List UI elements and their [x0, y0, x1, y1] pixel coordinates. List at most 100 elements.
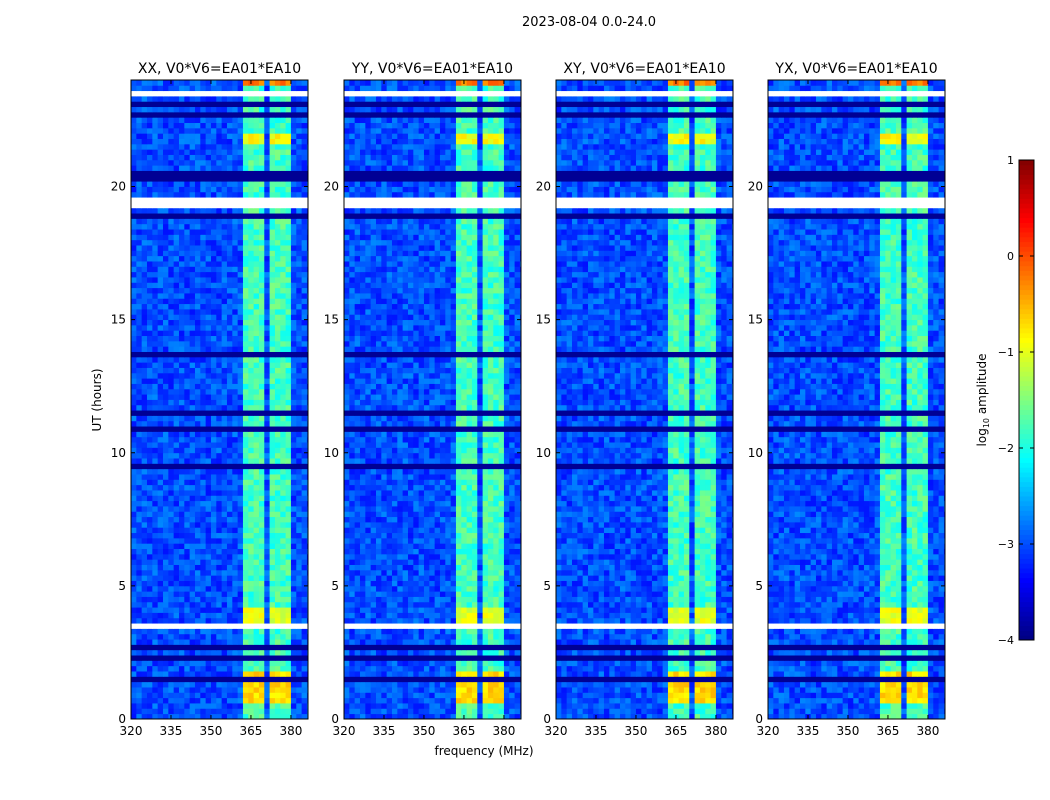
heatmap-cell — [248, 133, 255, 139]
heatmap-cell — [466, 660, 473, 667]
heatmap-cell — [391, 703, 398, 709]
heatmap-cell — [237, 143, 244, 150]
heatmap-cell — [248, 420, 255, 427]
heatmap-cell — [157, 85, 164, 92]
heatmap-cell — [232, 143, 239, 150]
heatmap-cell — [280, 484, 287, 491]
heatmap-cell — [184, 207, 191, 214]
heatmap-cell — [162, 351, 169, 358]
heatmap-cell — [264, 527, 271, 534]
heatmap-cell — [210, 708, 217, 715]
heatmap-cell — [210, 665, 217, 672]
heatmap-cells — [131, 80, 309, 720]
heatmap-cell — [200, 671, 207, 677]
heatmap-cell — [477, 671, 484, 677]
heatmap-cell — [248, 303, 255, 310]
heatmap-cell — [136, 202, 143, 209]
heatmap-cell — [232, 170, 239, 177]
heatmap-cell — [455, 585, 462, 592]
heatmap-cell — [173, 388, 180, 395]
heatmap-cell — [301, 506, 308, 512]
heatmap-cell — [274, 655, 281, 661]
heatmap-cell — [157, 378, 164, 384]
heatmap-cell — [248, 314, 255, 321]
heatmap-cell — [205, 223, 212, 230]
heatmap-cell — [157, 410, 164, 416]
heatmap-cell — [248, 367, 255, 374]
heatmap-cell — [248, 447, 255, 454]
heatmap-cell — [184, 692, 191, 699]
heatmap-cell — [274, 367, 281, 374]
heatmap-cell — [301, 303, 308, 310]
heatmap-cell — [248, 527, 255, 534]
heatmap-cell — [141, 117, 148, 124]
heatmap-cell — [375, 665, 382, 672]
heatmap-cell — [152, 324, 159, 331]
heatmap-cell — [296, 575, 302, 581]
heatmap-cell — [200, 596, 207, 603]
heatmap-cell — [200, 159, 207, 166]
heatmap-cell — [503, 681, 510, 688]
heatmap-cell — [232, 101, 239, 108]
heatmap-cell — [258, 90, 265, 97]
heatmap-cell — [269, 133, 276, 139]
heatmap-cell — [152, 452, 159, 459]
heatmap-cell — [221, 271, 228, 278]
heatmap-cell — [429, 692, 436, 699]
heatmap-cell — [498, 639, 505, 645]
heatmap-cell — [461, 596, 468, 603]
heatmap-cell — [205, 639, 212, 645]
heatmap-cell — [237, 95, 244, 102]
heatmap-cell — [248, 111, 255, 118]
heatmap-cell — [178, 335, 185, 342]
heatmap-cell — [162, 303, 169, 310]
heatmap-cell — [178, 612, 185, 619]
heatmap-cell — [248, 537, 255, 544]
heatmap-cell — [184, 426, 191, 432]
heatmap-cell — [503, 665, 510, 672]
heatmap-cell — [178, 447, 185, 454]
heatmap-cell — [439, 617, 446, 624]
heatmap-cell — [370, 585, 377, 592]
heatmap-cell — [226, 639, 233, 645]
heatmap-cell — [141, 612, 148, 619]
heatmap-cell — [349, 692, 356, 699]
heatmap-cell — [189, 410, 196, 416]
heatmap-cell — [514, 713, 521, 720]
heatmap-cell — [455, 687, 462, 693]
heatmap-cell — [162, 458, 169, 464]
heatmap-cell — [269, 521, 276, 528]
heatmap-cell — [173, 324, 180, 331]
heatmap-cell — [131, 207, 137, 214]
heatmap-cell — [216, 655, 223, 661]
heatmap-cell — [232, 319, 239, 326]
heatmap-cell — [354, 617, 361, 624]
heatmap-cell — [173, 85, 180, 92]
heatmap-cell — [354, 708, 361, 715]
heatmap-cell — [146, 436, 153, 443]
heatmap-cell — [136, 335, 143, 342]
heatmap-cell — [253, 649, 260, 656]
heatmap-cell — [173, 484, 180, 491]
heatmap-cell — [152, 479, 159, 486]
heatmap-cell — [264, 490, 271, 496]
heatmap-cell — [194, 372, 201, 379]
heatmap-cell — [237, 543, 244, 549]
heatmap-cell — [290, 324, 297, 331]
heatmap-cell — [162, 149, 169, 155]
heatmap-cell — [210, 676, 217, 683]
heatmap-cell — [391, 591, 398, 597]
heatmap-cell — [162, 229, 169, 235]
heatmap-cell — [296, 330, 302, 337]
heatmap-cell — [253, 346, 260, 352]
heatmap-cell — [141, 431, 148, 438]
heatmap-cell — [221, 351, 228, 358]
heatmap-cell — [482, 644, 489, 651]
heatmap-cell — [248, 271, 255, 278]
heatmap-cell — [162, 532, 169, 539]
heatmap-cell — [285, 452, 292, 459]
heatmap-cell — [141, 527, 148, 534]
heatmap-cell — [173, 154, 180, 161]
heatmap-cell — [136, 681, 143, 688]
heatmap-cell — [258, 681, 265, 688]
